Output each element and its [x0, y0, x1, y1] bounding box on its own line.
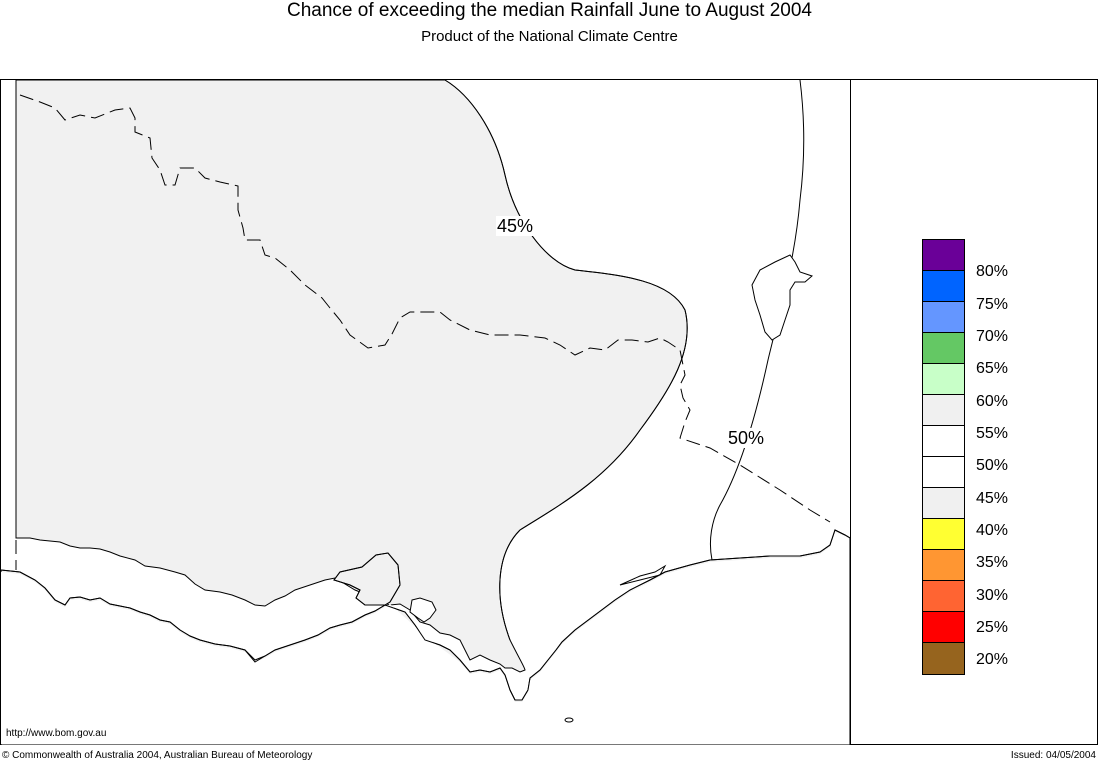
- small-island: [564, 717, 574, 723]
- coastline: [0, 529, 850, 701]
- legend-swatch: [922, 301, 965, 332]
- port-phillip-bay: [409, 597, 437, 623]
- contour-50: [709, 79, 805, 561]
- legend-label: 20%: [976, 651, 1009, 668]
- legend-swatch-purple: [922, 239, 965, 270]
- legend-label: 60%: [976, 393, 1009, 410]
- legend-swatch: [922, 363, 965, 394]
- legend-label: 40%: [976, 522, 1009, 539]
- map-legend-divider: [850, 79, 851, 745]
- contour-label-50: 50%: [727, 428, 766, 448]
- rainfall-map: [0, 79, 850, 745]
- issued-date: Issued: 04/05/2004: [1010, 750, 1096, 761]
- legend-swatch: [922, 425, 965, 456]
- legend-label: 35%: [976, 554, 1009, 571]
- map-subtitle: Product of the National Climate Centre: [421, 28, 678, 45]
- legend-swatch: [922, 456, 965, 487]
- legend-swatch: [922, 549, 965, 580]
- legend-swatch: [922, 270, 965, 301]
- legend-label: 80%: [976, 263, 1009, 280]
- color-legend: 80% 75% 70% 65% 60% 55% 50% 45% 40% 35% …: [922, 239, 1008, 675]
- legend-label: 75%: [976, 296, 1009, 313]
- legend-swatch: [922, 518, 965, 549]
- gippsland-lakes: [619, 564, 667, 586]
- legend-swatch: [922, 642, 965, 675]
- contour-45: [444, 79, 688, 641]
- legend-label: 65%: [976, 360, 1009, 377]
- legend-label: 45%: [976, 490, 1009, 507]
- website-link[interactable]: http://www.bom.gov.au: [6, 728, 107, 739]
- legend-swatch: [922, 611, 965, 642]
- legend-swatch: [922, 580, 965, 611]
- state-border: [15, 80, 831, 570]
- contour-label-45: 45%: [496, 216, 535, 236]
- legend-swatch: [922, 487, 965, 518]
- legend-swatch: [922, 332, 965, 363]
- legend-label: 25%: [976, 619, 1009, 636]
- legend-label: 55%: [976, 425, 1009, 442]
- map-title: Chance of exceeding the median Rainfall …: [287, 0, 812, 21]
- copyright-notice: © Commonwealth of Australia 2004, Austra…: [2, 750, 313, 761]
- legend-label: 50%: [976, 457, 1009, 474]
- legend-swatch: [922, 394, 965, 425]
- legend-label: 70%: [976, 328, 1009, 345]
- lake-outline: [751, 254, 813, 341]
- legend-label: 30%: [976, 587, 1009, 604]
- ocean: [1, 532, 849, 744]
